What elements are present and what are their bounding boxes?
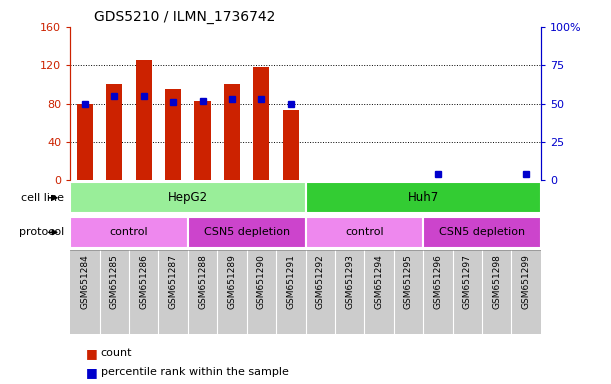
Bar — [77, 104, 93, 180]
Bar — [165, 89, 181, 180]
Text: GSM651285: GSM651285 — [110, 254, 119, 309]
Bar — [306, 182, 541, 214]
Text: count: count — [101, 348, 133, 358]
Text: GSM651284: GSM651284 — [81, 254, 89, 309]
Text: GSM651298: GSM651298 — [492, 254, 501, 309]
Text: CSN5 depletion: CSN5 depletion — [439, 227, 525, 237]
Text: CSN5 depletion: CSN5 depletion — [203, 227, 290, 237]
Text: GSM651288: GSM651288 — [198, 254, 207, 309]
Bar — [106, 84, 122, 180]
Text: GSM651287: GSM651287 — [169, 254, 178, 309]
Text: GSM651299: GSM651299 — [522, 254, 530, 309]
Bar — [306, 217, 423, 248]
Text: GSM651293: GSM651293 — [345, 254, 354, 309]
Text: HepG2: HepG2 — [168, 190, 208, 204]
Bar — [224, 84, 240, 180]
Text: control: control — [110, 227, 148, 237]
Bar — [194, 101, 211, 180]
Text: control: control — [345, 227, 384, 237]
Text: GSM651294: GSM651294 — [375, 254, 384, 309]
Bar — [136, 61, 152, 180]
Text: protocol: protocol — [19, 227, 64, 237]
Text: GSM651296: GSM651296 — [433, 254, 442, 309]
Text: Huh7: Huh7 — [408, 190, 439, 204]
Text: ■: ■ — [86, 366, 97, 379]
Text: GSM651295: GSM651295 — [404, 254, 413, 309]
Text: GDS5210 / ILMN_1736742: GDS5210 / ILMN_1736742 — [94, 10, 275, 25]
Bar — [423, 217, 541, 248]
Bar — [254, 67, 269, 180]
Text: ■: ■ — [86, 347, 97, 360]
Text: GSM651291: GSM651291 — [287, 254, 295, 309]
Text: GSM651286: GSM651286 — [139, 254, 148, 309]
Text: GSM651297: GSM651297 — [463, 254, 472, 309]
Bar — [70, 217, 188, 248]
Text: GSM651292: GSM651292 — [316, 254, 324, 309]
Bar — [70, 182, 306, 214]
Bar — [283, 111, 299, 180]
Text: GSM651289: GSM651289 — [227, 254, 236, 309]
Text: GSM651290: GSM651290 — [257, 254, 266, 309]
Bar — [188, 217, 306, 248]
Text: percentile rank within the sample: percentile rank within the sample — [101, 367, 288, 377]
Text: cell line: cell line — [21, 193, 64, 203]
